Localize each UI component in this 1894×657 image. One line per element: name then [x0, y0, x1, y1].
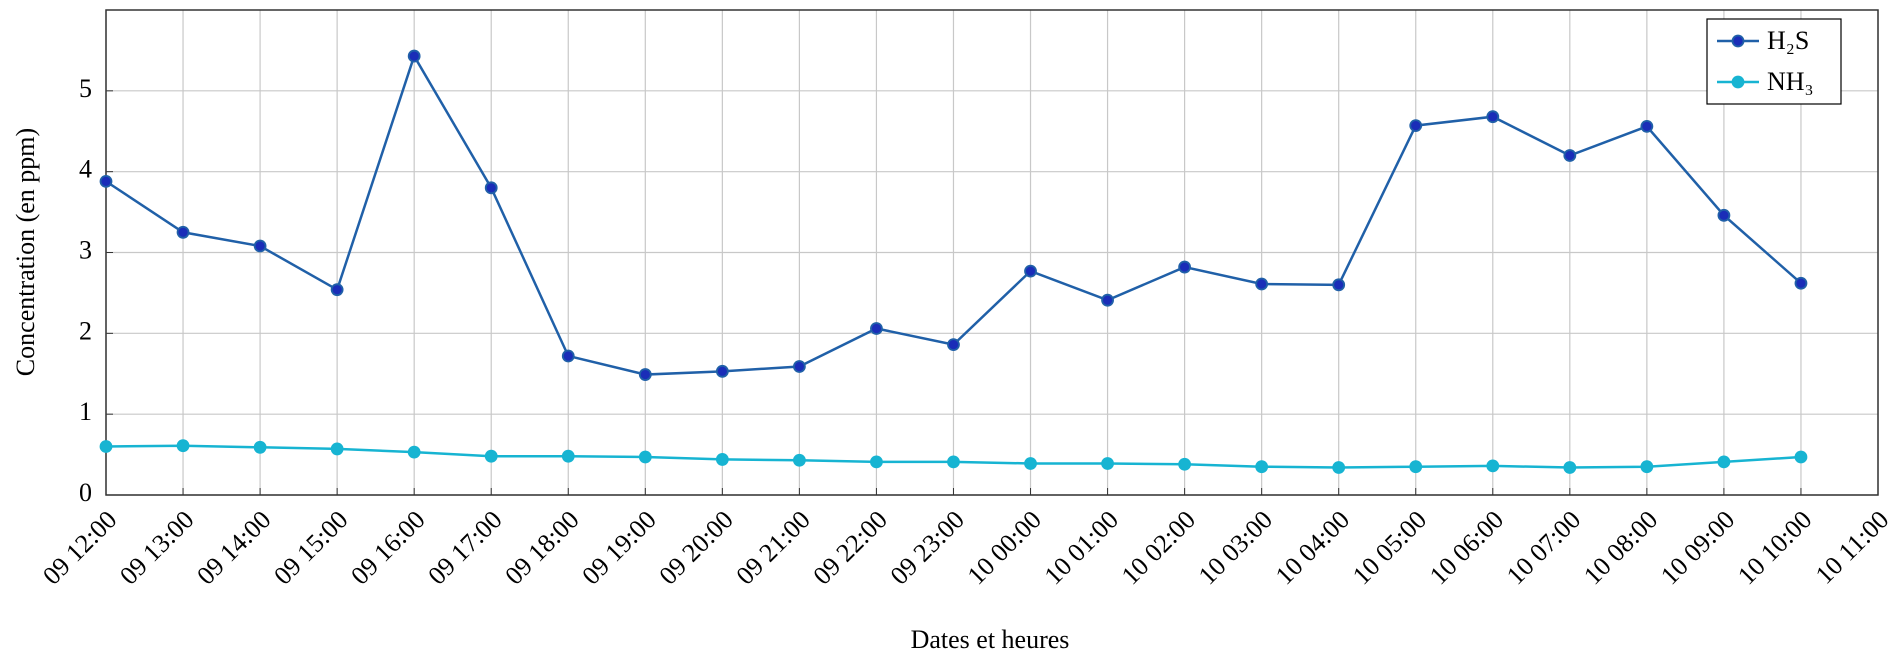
data-point [1794, 450, 1808, 464]
data-point [1178, 260, 1192, 274]
x-tick-label: 10 11:00 [1810, 505, 1894, 590]
y-tick-label: 2 [79, 316, 92, 345]
data-point [870, 455, 883, 469]
y-tick-label: 5 [79, 74, 92, 103]
x-tick-label: 10 09:00 [1655, 505, 1740, 590]
data-point [253, 239, 267, 253]
legend: H₂S NH₃ [1706, 18, 1842, 105]
data-point [1640, 460, 1654, 474]
data-point [638, 450, 652, 464]
plot-frame [105, 9, 1879, 496]
data-point [638, 368, 652, 381]
x-tick-label: 10 01:00 [1039, 505, 1124, 590]
data-point [1332, 278, 1346, 292]
data-point [947, 455, 960, 469]
data-point [1255, 277, 1269, 291]
x-tick-label: 10 00:00 [962, 505, 1047, 590]
data-point [561, 449, 575, 463]
x-tick-label: 09 12:00 [37, 505, 122, 590]
data-point [1640, 120, 1654, 133]
data-point [561, 349, 575, 363]
data-point [1178, 457, 1192, 471]
data-point [1717, 455, 1731, 469]
data-point [1332, 461, 1346, 474]
data-point [1024, 457, 1037, 470]
data-point [1409, 119, 1423, 132]
data-point [330, 283, 344, 297]
data-point [870, 322, 883, 335]
data-point [1024, 264, 1037, 278]
data-point [1101, 293, 1114, 307]
data-point [1563, 149, 1577, 162]
legend-label: H₂S [1767, 26, 1809, 55]
legend-label: NH₃ [1767, 67, 1814, 96]
y-tick-label: 0 [79, 478, 92, 507]
data-point [1486, 110, 1500, 124]
data-point [715, 453, 729, 466]
x-tick-label: 10 10:00 [1732, 505, 1817, 590]
x-tick-label: 09 13:00 [114, 505, 199, 590]
x-axis-title: Dates et heures [911, 625, 1070, 654]
y-tick-label: 1 [79, 397, 92, 426]
x-tick-label: 09 16:00 [345, 505, 430, 590]
y-tick-label: 4 [79, 155, 92, 184]
data-point [1563, 461, 1577, 474]
y-tick-label: 3 [79, 235, 92, 264]
y-axis-title: Concentration (en ppm) [11, 128, 40, 376]
data-point [1409, 460, 1423, 474]
x-tick-label: 10 07:00 [1501, 505, 1586, 590]
data-point [1255, 460, 1269, 474]
data-point [792, 453, 806, 467]
x-tick-label: 09 19:00 [576, 505, 661, 590]
legend-marker [1731, 75, 1745, 89]
x-tick-label: 10 06:00 [1424, 505, 1509, 590]
legend-box [1706, 18, 1842, 105]
data-point [484, 449, 498, 463]
x-tick-label: 09 21:00 [730, 505, 815, 590]
x-tick-label: 09 22:00 [808, 505, 893, 590]
x-tick-label: 09 14:00 [191, 505, 276, 590]
x-tick-label: 10 02:00 [1116, 505, 1201, 590]
data-point [176, 439, 190, 453]
data-point [484, 181, 498, 195]
data-point [715, 364, 729, 378]
data-point [407, 445, 421, 459]
x-tick-label: 09 15:00 [268, 505, 353, 590]
data-point [792, 360, 806, 373]
data-point [1794, 276, 1808, 290]
legend-marker [1731, 34, 1745, 48]
data-point [947, 338, 960, 352]
data-point [1101, 457, 1114, 470]
data-point [253, 440, 267, 454]
x-tick-label: 10 08:00 [1578, 505, 1663, 590]
x-tick-label: 10 05:00 [1347, 505, 1432, 590]
data-point [99, 440, 113, 453]
data-point [330, 442, 344, 456]
x-tick-label: 10 04:00 [1270, 505, 1355, 590]
data-point [407, 49, 421, 63]
data-point [99, 174, 113, 188]
data-point [1717, 208, 1731, 222]
data-point [1486, 459, 1500, 473]
x-tick-label: 09 17:00 [422, 505, 507, 590]
x-tick-label: 09 18:00 [499, 505, 584, 590]
x-tick-label: 10 03:00 [1193, 505, 1278, 590]
x-tick-label: 09 23:00 [885, 505, 970, 590]
x-tick-label: 09 20:00 [653, 505, 738, 590]
data-point [176, 225, 190, 239]
